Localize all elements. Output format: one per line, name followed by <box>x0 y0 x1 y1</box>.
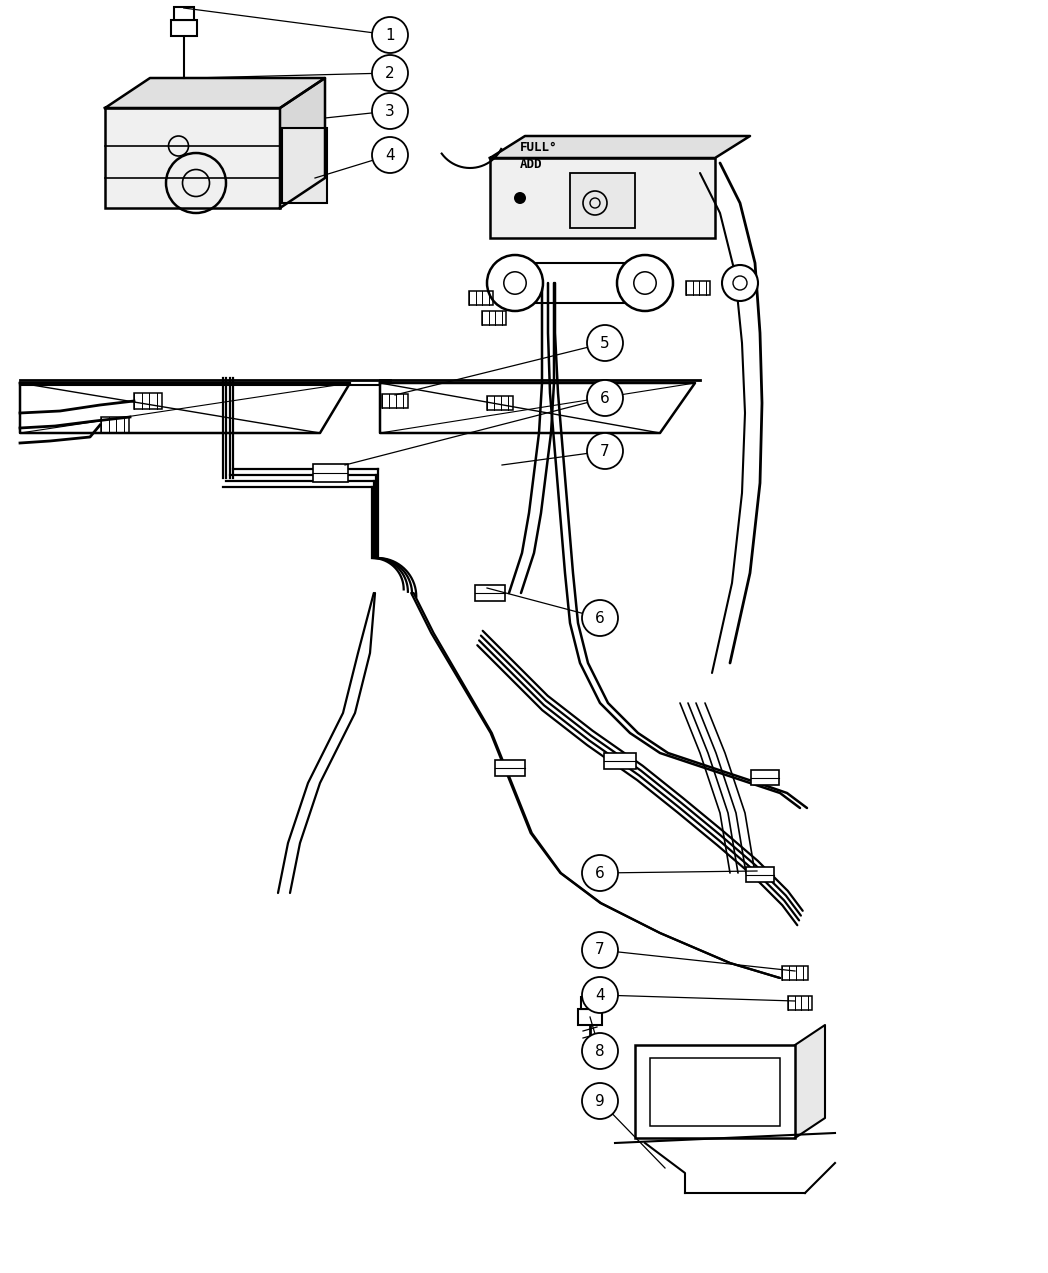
Bar <box>171 20 197 36</box>
Text: 7: 7 <box>595 942 605 957</box>
Circle shape <box>372 137 408 173</box>
Bar <box>495 760 525 777</box>
Bar <box>650 1058 780 1127</box>
Text: 7: 7 <box>601 443 610 458</box>
Bar <box>482 312 506 325</box>
Polygon shape <box>20 383 350 433</box>
Bar <box>746 867 774 882</box>
Circle shape <box>372 17 408 53</box>
Text: 3: 3 <box>385 103 395 118</box>
Bar <box>105 108 280 207</box>
Polygon shape <box>105 78 325 108</box>
Bar <box>490 158 715 238</box>
Text: 9: 9 <box>595 1094 605 1109</box>
Text: 1: 1 <box>386 28 395 42</box>
Polygon shape <box>490 136 750 158</box>
Bar <box>101 418 129 433</box>
Circle shape <box>514 192 526 204</box>
Text: ADD: ADD <box>520 158 543 171</box>
Text: 2: 2 <box>386 65 395 80</box>
Bar <box>751 770 779 785</box>
Circle shape <box>587 381 623 416</box>
Text: 4: 4 <box>595 988 605 1003</box>
Polygon shape <box>280 78 325 207</box>
Polygon shape <box>795 1025 825 1138</box>
Bar <box>578 1009 602 1025</box>
Bar <box>470 292 493 304</box>
Circle shape <box>487 255 543 311</box>
Circle shape <box>582 600 618 636</box>
Text: FULL°: FULL° <box>520 141 558 154</box>
Bar <box>313 463 348 482</box>
Bar <box>788 997 812 1009</box>
Bar <box>782 966 808 980</box>
Circle shape <box>617 255 673 311</box>
Circle shape <box>582 932 618 967</box>
Circle shape <box>372 93 408 129</box>
Bar <box>570 173 635 228</box>
Bar <box>134 393 162 409</box>
Text: 6: 6 <box>595 866 605 881</box>
Bar <box>686 281 709 294</box>
Bar <box>635 1045 795 1138</box>
Bar <box>475 586 505 601</box>
Circle shape <box>582 1083 618 1119</box>
Circle shape <box>587 433 623 468</box>
Circle shape <box>582 855 618 891</box>
Bar <box>604 754 636 769</box>
Circle shape <box>722 265 758 300</box>
Text: 4: 4 <box>386 148 395 163</box>
Text: 6: 6 <box>601 391 610 406</box>
Text: 5: 5 <box>601 336 610 350</box>
Bar <box>383 393 408 409</box>
Circle shape <box>587 325 623 362</box>
Bar <box>487 396 514 410</box>
Text: 8: 8 <box>595 1044 605 1059</box>
Bar <box>510 264 650 303</box>
Circle shape <box>372 55 408 90</box>
Bar <box>581 997 599 1009</box>
Bar <box>282 129 327 202</box>
Circle shape <box>582 976 618 1013</box>
Text: 6: 6 <box>595 611 605 625</box>
Polygon shape <box>380 383 695 433</box>
Bar <box>174 6 194 20</box>
Circle shape <box>582 1032 618 1069</box>
